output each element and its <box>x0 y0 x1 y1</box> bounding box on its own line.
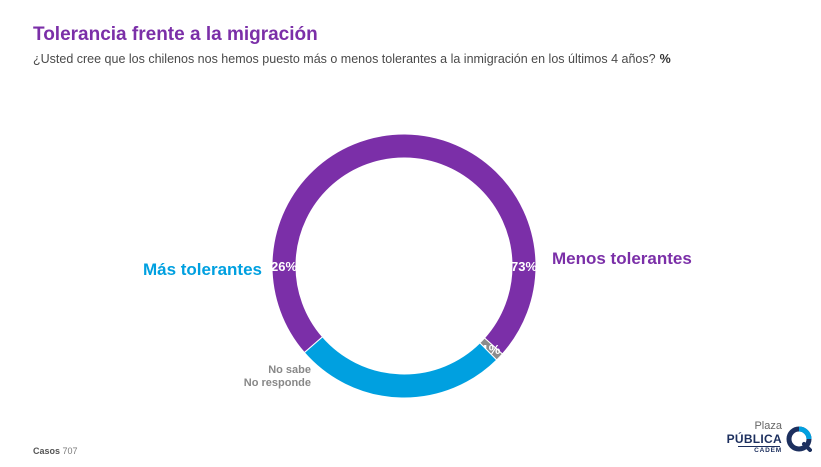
plaza-publica-logo: Plaza PÚBLICA CADEM <box>726 418 816 460</box>
cases-value: 707 <box>62 446 78 456</box>
donut-slice-2 <box>303 336 498 399</box>
logo-line-plaza: Plaza <box>754 420 782 432</box>
logo-line-publica: PÚBLICA <box>726 432 782 446</box>
logo-rule <box>738 446 780 447</box>
question-text: ¿Usted cree que los chilenos nos hemos p… <box>33 52 656 66</box>
slice-value-label-0: 73% <box>511 259 537 274</box>
logo-mark-icon <box>786 426 812 452</box>
cases-label: Casos <box>33 446 61 456</box>
chart-title: Tolerancia frente a la migración <box>33 24 318 45</box>
chart-subtitle: ¿Usted cree que los chilenos nos hemos p… <box>33 52 671 66</box>
category-label-no-sabe-line-1: No responde <box>244 377 311 389</box>
category-label-mas-tolerantes: Más tolerantes <box>143 260 262 279</box>
logo-line-cadem: CADEM <box>754 447 782 454</box>
cases-footer: Casos 707 <box>33 446 78 456</box>
donut-slice-0 <box>271 133 537 355</box>
unit-label: % <box>659 52 671 66</box>
category-label-no-sabe-line-0: No sabe <box>268 364 311 376</box>
category-label-menos-tolerantes: Menos tolerantes <box>552 249 692 268</box>
slice-value-label-2: 26% <box>271 259 297 274</box>
